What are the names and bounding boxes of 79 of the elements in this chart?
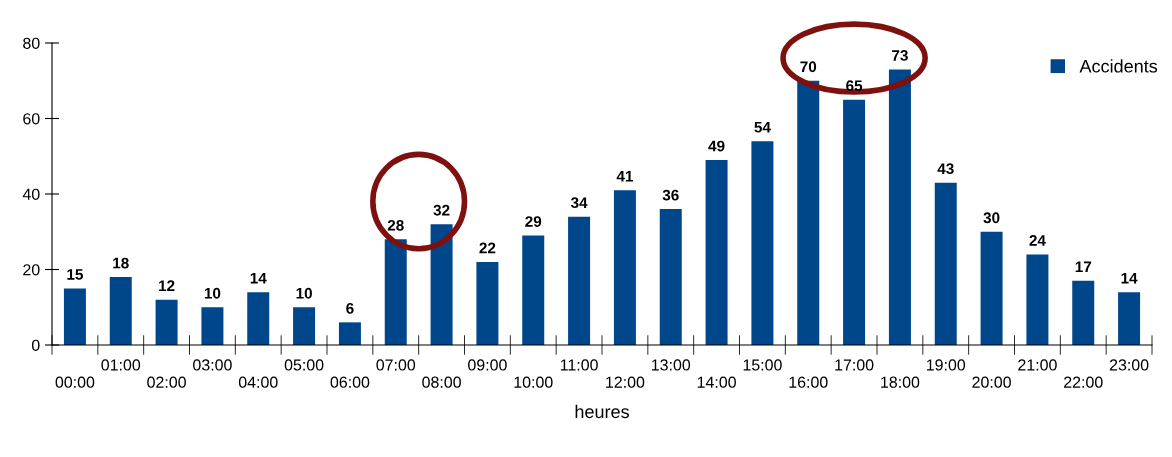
data-label: 70 (800, 61, 817, 73)
bar (247, 292, 270, 345)
x-tick-label: 08:00 (422, 376, 461, 388)
x-tick-label: 21:00 (1018, 359, 1057, 371)
bar (1072, 280, 1095, 345)
bar (201, 307, 224, 345)
bar (109, 277, 132, 345)
data-label: 43 (937, 163, 954, 175)
y-tick-label: 40 (22, 188, 40, 200)
x-tick-label: 01:00 (101, 359, 141, 371)
data-label: 28 (387, 219, 404, 231)
y-tick-label: 80 (23, 37, 40, 49)
data-label: 32 (433, 204, 450, 216)
x-tick-label: 13:00 (651, 359, 691, 371)
bar (63, 288, 86, 345)
x-tick-label: 12:00 (606, 376, 645, 388)
x-tick-label: 14:00 (697, 376, 736, 388)
bar (568, 216, 591, 345)
bar (338, 322, 361, 345)
y-tick-label: 20 (23, 264, 40, 276)
x-tick-label: 03:00 (193, 359, 232, 371)
bar (980, 231, 1003, 345)
data-label: 14 (250, 272, 267, 284)
bar (797, 80, 820, 345)
data-label: 41 (616, 170, 633, 182)
bar (843, 99, 866, 345)
y-tick-label: 60 (23, 113, 40, 125)
data-label: 12 (159, 280, 175, 291)
data-label: 14 (1121, 272, 1138, 284)
data-label: 65 (846, 80, 863, 92)
x-tick-label: 23:00 (1109, 359, 1149, 371)
bar (659, 209, 682, 345)
x-tick-label: 10:00 (514, 376, 553, 388)
data-label: 17 (1075, 261, 1092, 273)
data-label: 24 (1029, 235, 1046, 246)
data-label: 36 (662, 189, 679, 201)
x-tick-label: 02:00 (147, 376, 186, 388)
bar (155, 299, 178, 345)
data-label: 29 (525, 216, 542, 227)
x-tick-label: 07:00 (376, 359, 416, 371)
data-label: 73 (892, 50, 908, 61)
x-tick-label: 22:00 (1064, 376, 1103, 388)
bar (1026, 254, 1049, 345)
bar (430, 224, 453, 345)
x-tick-label: 16:00 (789, 376, 828, 388)
data-label: 54 (754, 121, 771, 133)
bar (1118, 292, 1141, 345)
data-label: 6 (346, 302, 354, 314)
data-label: 10 (296, 287, 312, 299)
bar (751, 141, 774, 345)
x-axis-title: heures (575, 404, 629, 419)
data-label: 30 (983, 212, 1000, 224)
x-tick-label: 20:00 (972, 376, 1011, 388)
x-tick-label: 18:00 (881, 376, 920, 388)
data-label: 18 (113, 257, 129, 269)
y-tick-label: 0 (31, 339, 40, 351)
x-tick-label: 17:00 (835, 359, 874, 371)
data-label: 34 (570, 197, 588, 209)
data-label: 49 (708, 140, 725, 152)
x-tick-label: 04:00 (238, 376, 278, 388)
x-tick-label: 06:00 (330, 376, 370, 388)
legend-label: Accidents (1079, 59, 1158, 73)
bar (705, 160, 728, 345)
x-tick-label: 09:00 (468, 359, 507, 371)
bar (613, 190, 636, 345)
bar (888, 69, 911, 345)
bar (293, 307, 316, 345)
data-label: 22 (479, 242, 496, 254)
bar (384, 239, 407, 345)
x-tick-label: 19:00 (926, 359, 966, 371)
x-tick-label: 15:00 (743, 359, 782, 371)
bar (934, 182, 957, 345)
x-tick-label: 00:00 (55, 376, 95, 388)
x-tick-label: 11:00 (560, 359, 598, 371)
data-label: 15 (67, 269, 83, 280)
bar (476, 261, 499, 345)
bar (522, 235, 545, 345)
data-label: 10 (204, 287, 221, 299)
x-tick-label: 05:00 (284, 359, 324, 371)
